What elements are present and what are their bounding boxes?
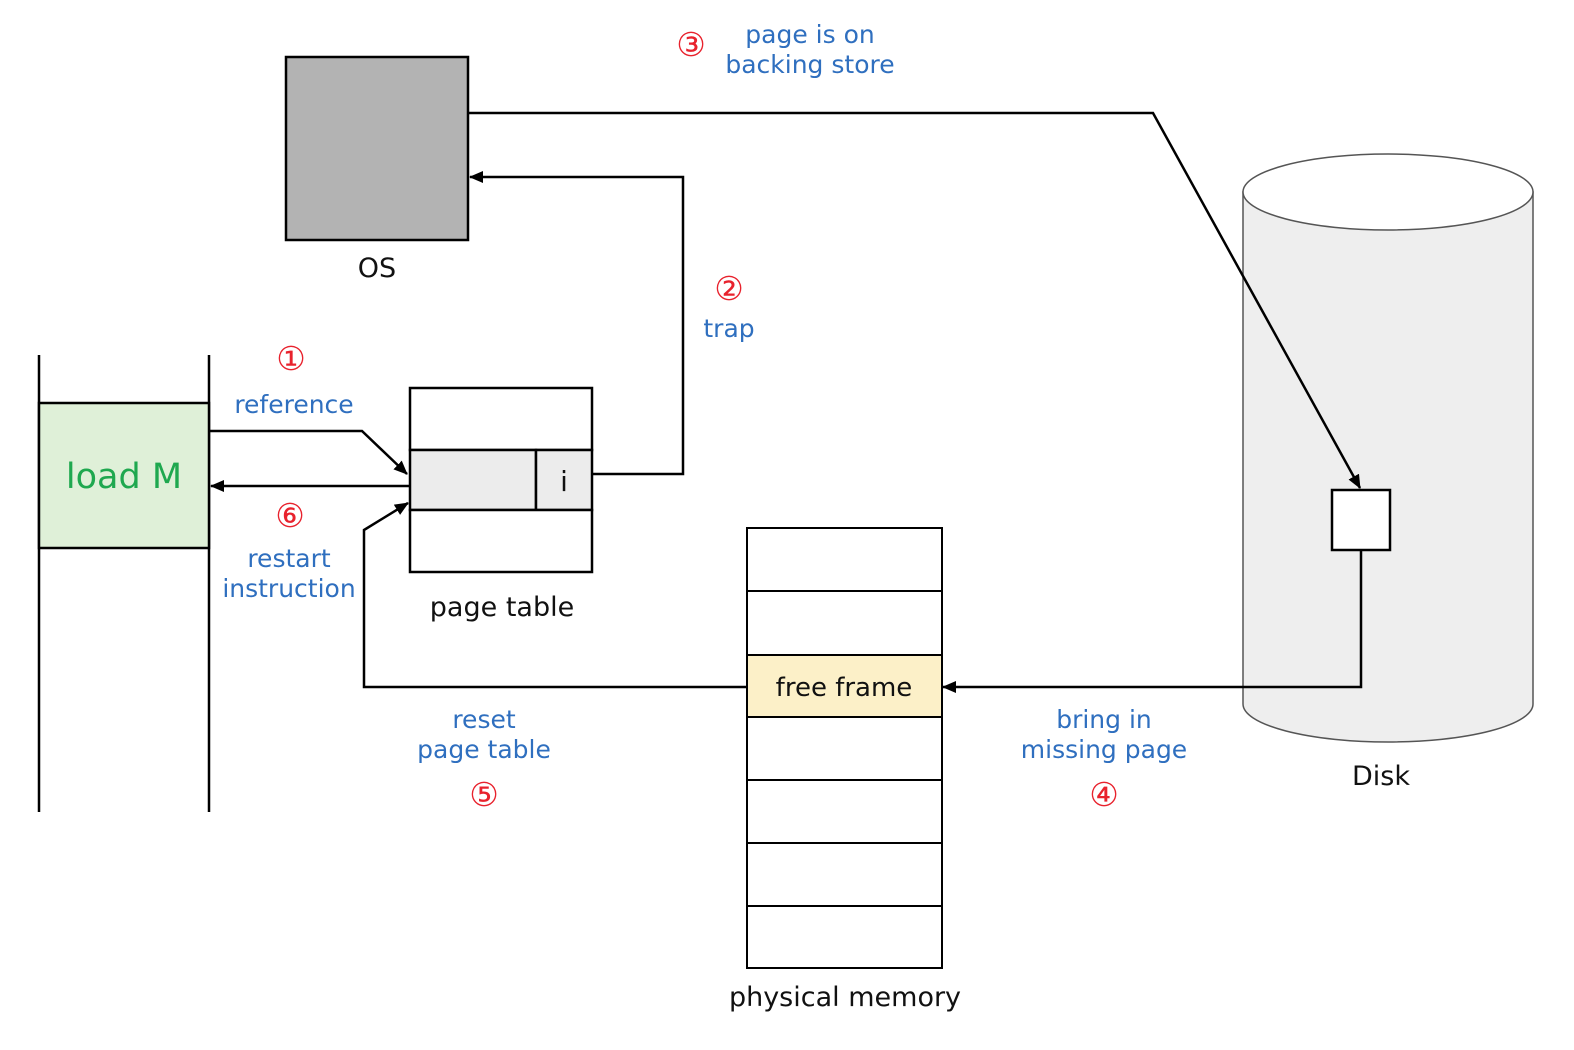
page-table-label: page table	[430, 592, 574, 623]
page-table-row-top	[408, 386, 594, 452]
backing-store-arrow	[468, 111, 1362, 489]
disk-page-block	[1330, 488, 1392, 552]
disk-cylinder	[1242, 153, 1534, 743]
step-1-number: ①	[276, 339, 306, 378]
step-5-text-line2: page table	[417, 735, 551, 764]
page-table	[408, 386, 594, 574]
physical-memory	[746, 527, 943, 969]
memory-frame	[746, 590, 943, 656]
memory-frame	[746, 842, 943, 907]
instruction-box	[37, 401, 211, 550]
page-table-valid-invalid-bit	[534, 448, 594, 512]
memory-frame	[746, 779, 943, 844]
instruction-label: load M	[66, 457, 182, 497]
reference-arrow	[209, 429, 408, 475]
free-frame-label: free frame	[776, 673, 913, 703]
page-table-row-bottom	[408, 508, 594, 574]
memory-frame	[746, 716, 943, 781]
step-2-number: ②	[714, 269, 744, 308]
physical-memory-label: physical memory	[729, 982, 961, 1013]
os-label: OS	[358, 253, 396, 284]
os-box	[284, 55, 470, 242]
step-3-number: ③	[676, 25, 706, 64]
bring-in-page-arrow	[942, 550, 1363, 693]
page-table-entry	[408, 448, 538, 512]
step-3-text-line2: backing store	[725, 50, 894, 79]
step-5-number: ⑤	[469, 775, 499, 814]
reset-page-table-arrow	[362, 501, 747, 689]
free-frame	[746, 654, 943, 718]
step-4-text-line1: bring in	[1056, 705, 1152, 734]
memory-frame	[746, 527, 943, 592]
step-6-text-line1: restart	[247, 544, 331, 573]
step-4-text-line2: missing page	[1021, 735, 1187, 764]
memory-frame	[746, 905, 943, 969]
step-2-text: trap	[703, 314, 754, 343]
step-4-number: ④	[1089, 775, 1119, 814]
step-1-text: reference	[234, 390, 353, 419]
disk-label: Disk	[1352, 761, 1410, 792]
step-6-number: ⑥	[275, 496, 305, 535]
trap-arrow	[469, 171, 685, 476]
step-3-text-line1: page is on	[745, 20, 874, 49]
invalid-bit-label: i	[560, 465, 568, 498]
step-6-text-line2: instruction	[222, 574, 355, 603]
step-5-text-line1: reset	[452, 705, 516, 734]
